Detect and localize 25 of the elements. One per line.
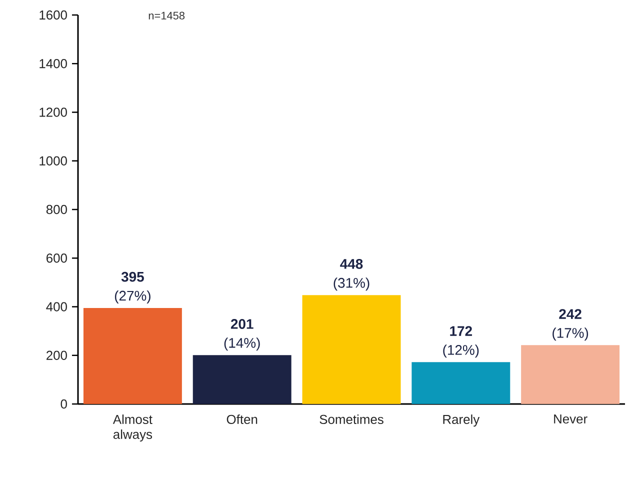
x-tick-label: Almost always (112, 414, 152, 442)
bar (521, 345, 620, 404)
x-tick-label: Rarely (443, 414, 480, 427)
bar (83, 308, 182, 404)
bar (302, 295, 401, 404)
data-label: 201 (14%) (224, 319, 260, 351)
annotation: n=1458 (148, 12, 185, 20)
data-label: 172 (12%) (443, 326, 479, 358)
y-tick-label: 200 (46, 350, 67, 360)
bar (412, 362, 510, 404)
y-tick-label: 0 (60, 399, 67, 409)
y-tick-label: 800 (46, 204, 67, 214)
data-label: 395 (27%) (114, 272, 150, 304)
y-tick-label: 1200 (40, 108, 67, 117)
bar (192, 355, 292, 404)
y-tick-label: 400 (46, 302, 67, 312)
y-tick-label: 600 (46, 254, 67, 263)
y-tick-label: 1400 (40, 59, 67, 68)
x-tick-label: Often (226, 414, 258, 424)
x-tick-label: Never (554, 414, 588, 424)
data-label: 242 (17%) (552, 309, 588, 341)
x-tick-label: Sometimes (320, 414, 384, 424)
y-tick-label: 1000 (40, 156, 67, 166)
data-label: 448 (31%) (334, 258, 370, 291)
y-tick-label: 1600 (40, 10, 67, 20)
